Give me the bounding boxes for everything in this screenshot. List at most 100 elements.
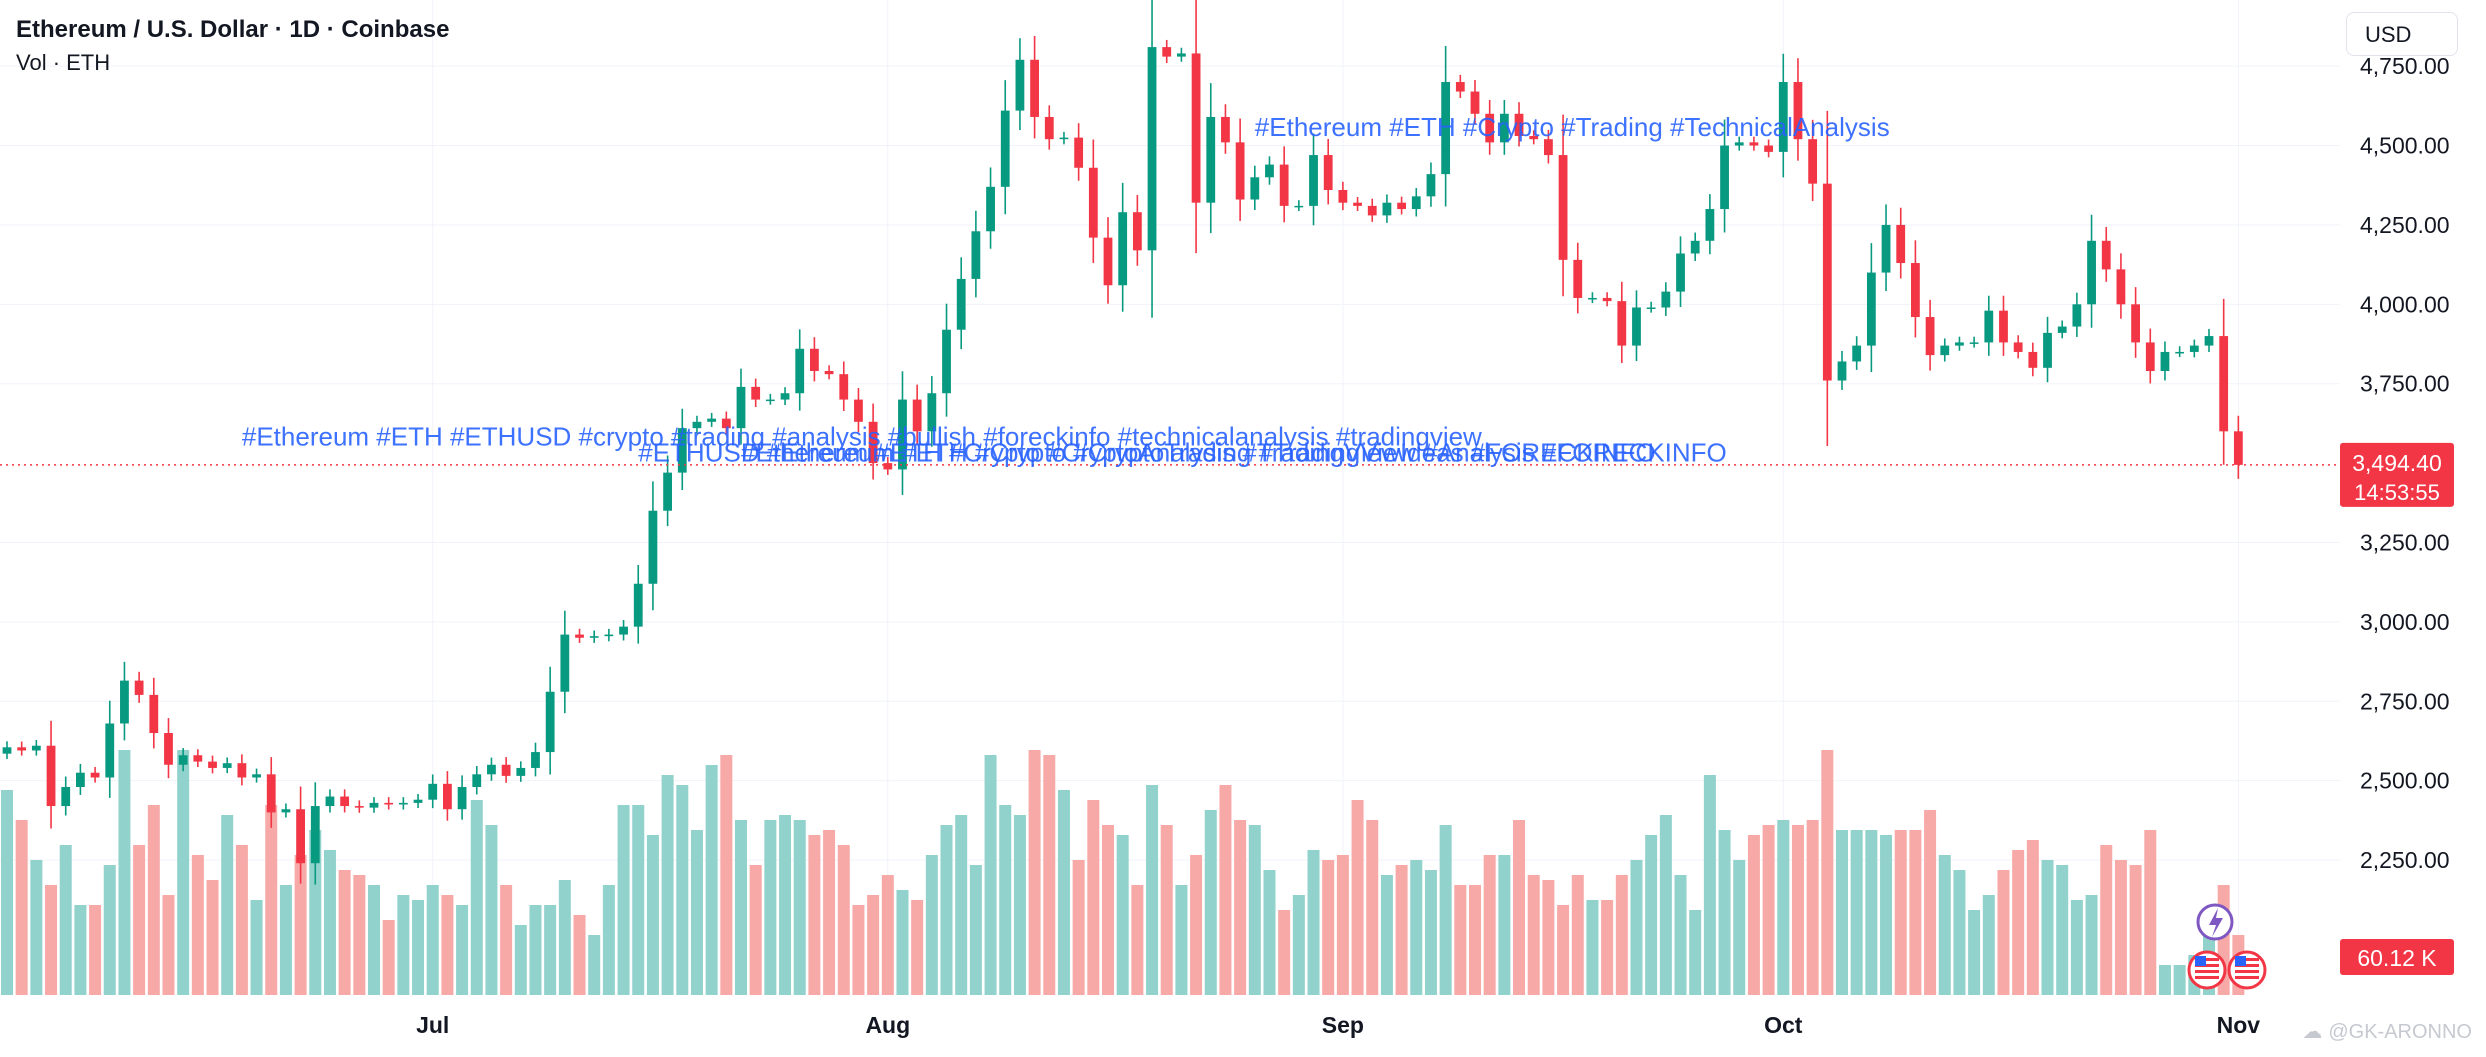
candle-body bbox=[677, 428, 687, 473]
idea-labels: #Ethereum #ETH #Crypto #Trading #Technic… bbox=[242, 112, 1890, 467]
symbol-title[interactable]: Ethereum / U.S. Dollar · 1D · Coinbase bbox=[16, 16, 450, 43]
volume-bar bbox=[500, 885, 513, 995]
volume-bar bbox=[191, 855, 204, 995]
volume-bar bbox=[1777, 820, 1790, 995]
candle-body bbox=[560, 634, 570, 692]
volume-bar bbox=[1146, 785, 1159, 995]
volume-bar bbox=[867, 895, 880, 995]
volume-bar bbox=[397, 895, 410, 995]
candle-body bbox=[854, 399, 863, 422]
candle-body bbox=[1544, 139, 1553, 156]
volume-bar bbox=[2114, 860, 2127, 995]
volume-bar bbox=[852, 905, 865, 995]
candle-body bbox=[1646, 307, 1656, 309]
candle-body bbox=[1881, 224, 1891, 273]
candle-body bbox=[2087, 240, 2096, 305]
volume-bar bbox=[118, 750, 131, 995]
y-tick-label: 2,750.00 bbox=[2360, 688, 2450, 714]
candle-body bbox=[721, 418, 731, 429]
candle-body bbox=[252, 774, 261, 778]
candle-body bbox=[1852, 345, 1862, 362]
candle-body bbox=[986, 186, 995, 232]
author-watermark: ☁ @GK-ARONNO bbox=[2302, 1019, 2472, 1044]
candle-body bbox=[1206, 116, 1216, 203]
volume-bar bbox=[617, 805, 630, 995]
candle-body bbox=[2072, 304, 2082, 327]
candle-body bbox=[1925, 317, 1935, 356]
volume-bar bbox=[632, 805, 645, 995]
volume-bar bbox=[412, 900, 425, 995]
lightning-glyph bbox=[2209, 908, 2223, 937]
volume-bar bbox=[1953, 870, 1966, 995]
candle-body bbox=[1499, 113, 1509, 143]
volume-bar bbox=[1850, 830, 1863, 995]
price-tag-countdown: 14:53:55 bbox=[2354, 480, 2440, 505]
event-markers[interactable] bbox=[2187, 903, 2267, 990]
candle-body bbox=[1455, 82, 1465, 92]
volume-bar bbox=[705, 765, 718, 995]
logo-icon: ☁ bbox=[2302, 1021, 2323, 1043]
candle-body bbox=[1382, 202, 1392, 216]
volume-bar bbox=[1498, 855, 1511, 995]
candle-body bbox=[2175, 351, 2185, 354]
volume-bar bbox=[1469, 885, 1481, 995]
candle-body bbox=[1177, 53, 1186, 57]
volume-bar bbox=[1645, 835, 1658, 995]
volume-bar bbox=[1072, 860, 1085, 995]
volume-bar bbox=[382, 920, 395, 995]
volume-bar bbox=[1806, 820, 1819, 995]
candle-body bbox=[1074, 137, 1084, 168]
time-axis[interactable]: Jul Aug Sep Oct Nov bbox=[416, 1012, 2260, 1038]
candle-body bbox=[2057, 326, 2067, 333]
candle-body bbox=[1118, 212, 1128, 286]
volume-bar bbox=[1733, 860, 1746, 995]
candle-body bbox=[1529, 136, 1539, 140]
volume-bar bbox=[1116, 835, 1129, 995]
volume-bar bbox=[294, 855, 307, 995]
candle-body bbox=[883, 463, 893, 470]
candle-body bbox=[2219, 336, 2229, 432]
volume-bar bbox=[2041, 860, 2054, 995]
x-tick-label: Jul bbox=[416, 1012, 449, 1038]
candle-body bbox=[810, 348, 819, 371]
price-axis[interactable]: 5,000.004,750.004,500.004,250.004,000.00… bbox=[2360, 0, 2450, 873]
volume-bar bbox=[690, 830, 703, 995]
candle-body bbox=[17, 747, 27, 751]
candle-body bbox=[2189, 345, 2199, 352]
currency-button[interactable]: USD bbox=[2346, 12, 2458, 56]
axis-tags: 3,494.40 14:53:55 60.12 K bbox=[2340, 442, 2454, 975]
volume-bar bbox=[661, 775, 674, 995]
y-tick-label: 3,250.00 bbox=[2360, 529, 2450, 555]
volume-bar bbox=[940, 825, 953, 995]
volume-bar bbox=[206, 880, 219, 995]
candle-body bbox=[648, 510, 658, 584]
volume-bar bbox=[999, 805, 1012, 995]
volume-bar bbox=[1175, 885, 1188, 995]
volume-bar bbox=[837, 845, 850, 995]
candle-body bbox=[369, 802, 379, 808]
volume-bar bbox=[1454, 885, 1467, 995]
volume-legend[interactable]: Vol · ETH bbox=[16, 50, 111, 75]
volume-bar bbox=[485, 825, 498, 995]
volume-bar bbox=[1424, 870, 1437, 995]
candle-body bbox=[516, 767, 526, 776]
volume-bar bbox=[1395, 865, 1408, 995]
volume-bar bbox=[426, 885, 439, 995]
candle-body bbox=[1955, 342, 1964, 346]
idea-label: #Ethereum #ETH #Crypto #Trading #Technic… bbox=[1255, 112, 1890, 142]
candle-body bbox=[1822, 183, 1832, 381]
candle-body bbox=[1279, 164, 1289, 206]
volume-bar bbox=[764, 820, 777, 995]
candle-body bbox=[2145, 342, 2155, 371]
volume-bar bbox=[1219, 785, 1232, 995]
candle-body bbox=[1132, 212, 1142, 251]
x-tick-label: Oct bbox=[1764, 1012, 1803, 1038]
candle-body bbox=[208, 761, 217, 768]
candle-body bbox=[193, 755, 203, 762]
volume-bar bbox=[1513, 820, 1526, 995]
volume-bar bbox=[1263, 870, 1276, 995]
volume-bar bbox=[1439, 825, 1452, 995]
volume-bar bbox=[1366, 820, 1379, 995]
